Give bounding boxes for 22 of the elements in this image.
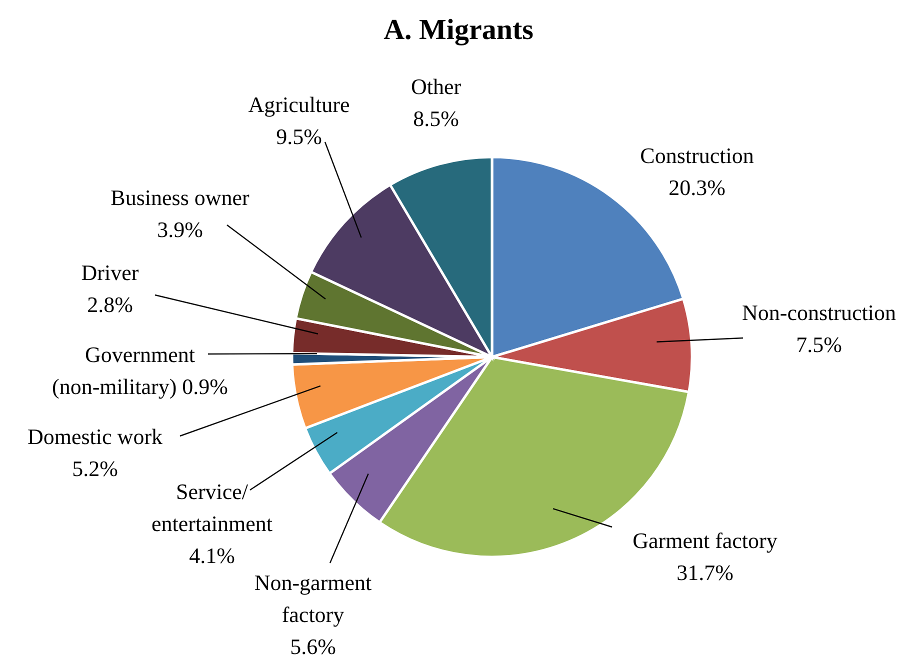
data-label: 2.8% <box>87 292 133 317</box>
slice-label: Domestic work <box>27 424 163 449</box>
data-label: 5.2% <box>72 456 118 481</box>
data-label: 20.3% <box>668 175 726 200</box>
data-label: 3.9% <box>157 217 203 242</box>
data-label: 4.1% <box>189 543 235 568</box>
slice-label: Government (non-military) 0.9% <box>52 342 228 399</box>
slice-label: Business owner <box>110 185 250 210</box>
slice-label: Non-construction <box>742 300 896 325</box>
data-label: 7.5% <box>796 332 842 357</box>
slice-label: Non-garment factory <box>254 570 372 627</box>
slice-label: Garment factory <box>632 528 778 553</box>
data-label: 31.7% <box>676 560 734 585</box>
slice-label: Driver <box>81 260 140 285</box>
slice-label: Other <box>410 74 462 99</box>
chart-title: A. Migrants <box>382 14 534 47</box>
slice-label: Agriculture <box>248 92 350 117</box>
slice-label: Construction <box>640 143 754 168</box>
slice-label: Service/entertainment <box>152 479 272 536</box>
data-label: 8.5% <box>413 106 459 131</box>
data-label: 5.6% <box>290 634 336 656</box>
data-label: 9.5% <box>276 124 322 149</box>
